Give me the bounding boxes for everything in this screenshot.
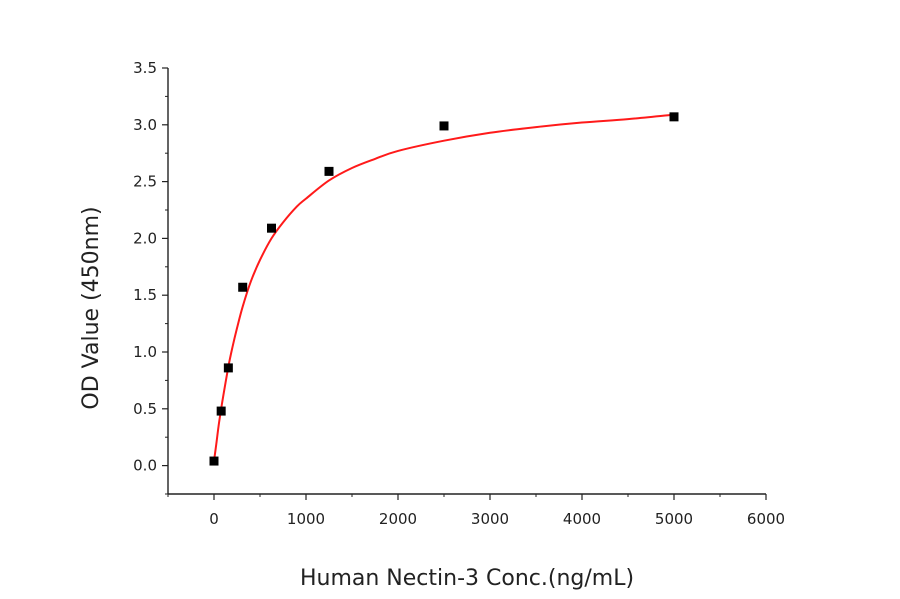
y-tick-label: 0.0 bbox=[133, 457, 157, 475]
data-point-marker bbox=[439, 121, 449, 131]
data-point-marker bbox=[324, 166, 334, 176]
data-point-marker bbox=[238, 282, 248, 292]
axes-layer bbox=[167, 68, 766, 495]
x-tick-label: 3000 bbox=[471, 510, 509, 528]
data-point-marker bbox=[267, 223, 276, 233]
x-tick-label: 2000 bbox=[379, 510, 417, 528]
x-tick-label: 5000 bbox=[655, 510, 693, 528]
data-point-marker bbox=[216, 406, 226, 416]
data-points-layer bbox=[209, 112, 679, 466]
y-tick-label: 3.5 bbox=[133, 59, 157, 77]
ticks-layer: 0 1000 2000 3000 4000 5000 6000 0.0 0.5 1.0 1.5 2.0… bbox=[133, 59, 785, 528]
fit-curve-line bbox=[213, 113, 675, 462]
y-tick-label: 1.5 bbox=[133, 286, 157, 304]
y-tick-label: 3.0 bbox=[133, 116, 157, 134]
data-point-marker bbox=[209, 456, 219, 466]
y-axis-title: OD Value (450nm) bbox=[79, 206, 104, 409]
data-point-marker bbox=[223, 363, 233, 373]
data-point-marker bbox=[669, 112, 679, 122]
y-tick-label: 1.0 bbox=[133, 343, 157, 361]
y-tick-label: 0.5 bbox=[133, 400, 157, 418]
x-tick-label: 0 bbox=[209, 510, 219, 528]
x-tick-label: 1000 bbox=[287, 510, 325, 528]
x-tick-label: 6000 bbox=[747, 510, 785, 528]
x-tick-label: 4000 bbox=[563, 510, 601, 528]
fit-curve-layer bbox=[213, 113, 675, 462]
y-tick-label: 2.5 bbox=[133, 173, 157, 191]
x-axis-title: Human Nectin-3 Conc.(ng/mL) bbox=[300, 566, 634, 591]
y-tick-label: 2.0 bbox=[133, 229, 157, 247]
